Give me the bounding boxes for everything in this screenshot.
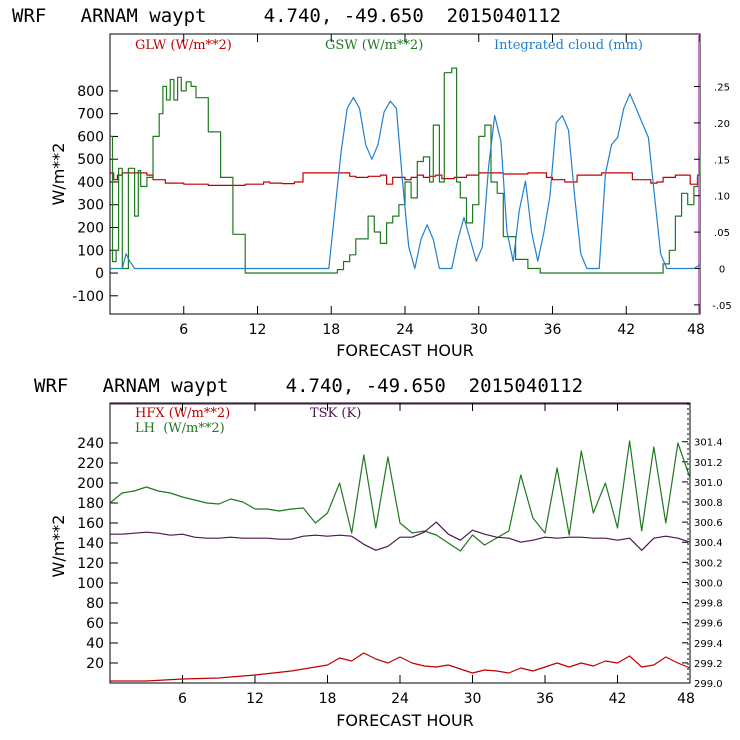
right-tick-label: 301.2 — [694, 458, 723, 469]
y-tick-label: 200 — [77, 476, 104, 492]
series-line-tsk — [110, 521, 691, 551]
x-tick-label: 48 — [677, 691, 695, 707]
y-tick-label: 600 — [77, 129, 104, 145]
right-tick-label: 299.6 — [694, 619, 723, 630]
x-tick-label: 12 — [249, 322, 267, 338]
y-tick-label: 0 — [95, 266, 104, 282]
x-tick-label: 42 — [617, 322, 635, 338]
legend-hfx: HFX (W/m**2) — [135, 406, 230, 421]
x-tick-label: 48 — [687, 322, 705, 338]
y-tick-label: 80 — [86, 596, 104, 612]
x-tick-label: 36 — [536, 691, 554, 707]
chart-title: WRF ARNAM waypt 4.740, -49.650 201504011… — [34, 375, 583, 397]
plot-frame — [109, 33, 701, 315]
axis-ticks: 6 12 18 24 30 36 42 48 -100 0 100 200 300 400 500 600 70… — [72, 34, 732, 338]
y-tick-label: 300 — [77, 198, 104, 214]
right-tick-label: -.05 — [712, 301, 732, 312]
y-tick-label: 220 — [77, 456, 104, 472]
right-tick-label: .15 — [714, 155, 730, 166]
x-tick-label: 6 — [178, 691, 187, 707]
right-tick-label: 299.4 — [694, 639, 723, 650]
series-line-integrated — [110, 93, 701, 270]
chart-panel-radiation: WRF ARNAM waypt 4.740, -49.650 201504011… — [12, 5, 732, 360]
right-tick-label: 300.4 — [694, 538, 723, 549]
y-axis-label: W/m**2 — [49, 515, 68, 578]
y-tick-label: 100 — [77, 243, 104, 259]
right-tick-label: 299.0 — [694, 679, 723, 690]
y-tick-label: -100 — [72, 289, 104, 305]
right-tick-label: 301.0 — [694, 478, 723, 489]
chart-title: WRF ARNAM waypt 4.740, -49.650 201504011… — [12, 5, 561, 27]
y-tick-label: 200 — [77, 220, 104, 236]
right-tick-label: 299.2 — [694, 659, 723, 670]
legend-tsk: TSK (K) — [310, 406, 361, 421]
legend-lh: LH (W/m**2) — [135, 421, 225, 436]
y-tick-label: 140 — [77, 536, 104, 552]
right-tick-label: 300.8 — [694, 498, 723, 509]
series-layer — [110, 67, 701, 274]
y-tick-label: 120 — [77, 556, 104, 572]
x-tick-label: 6 — [179, 322, 188, 338]
right-tick-label: 300.0 — [694, 578, 723, 589]
legend-integrated-cloud: Integrated cloud (mm) — [494, 38, 643, 53]
y-tick-label: 60 — [86, 616, 104, 632]
x-tick-label: 30 — [470, 322, 488, 338]
right-tick-label: 301.4 — [694, 438, 723, 449]
series-line-lh — [109, 440, 691, 552]
right-axis-line — [698, 34, 700, 314]
x-tick-label: 30 — [464, 691, 482, 707]
x-tick-label: 18 — [322, 322, 340, 338]
legend-gsw: GSW (W/m**2) — [325, 38, 423, 53]
right-tick-label: 0 — [719, 264, 725, 275]
y-tick-label: 240 — [77, 436, 104, 452]
x-tick-label: 36 — [544, 322, 562, 338]
y-tick-label: 400 — [77, 175, 104, 191]
x-tick-label: 12 — [246, 691, 264, 707]
y-tick-label: 40 — [86, 636, 104, 652]
right-tick-label: .25 — [714, 82, 730, 93]
x-tick-label: 42 — [609, 691, 627, 707]
right-tick-label: 300.6 — [694, 518, 723, 529]
chart-panel-fluxes: WRF ARNAM waypt 4.740, -49.650 201504011… — [34, 375, 723, 730]
legend-glw: GLW (W/m**2) — [135, 38, 232, 53]
y-tick-label: 800 — [77, 84, 104, 100]
axis-ticks: 6 12 18 24 30 36 42 48 20 40 60 80 100 120 140 160 180 20… — [77, 403, 723, 707]
right-tick-label: .10 — [714, 192, 730, 203]
x-axis-label: FORECAST HOUR — [336, 341, 474, 360]
x-tick-label: 24 — [396, 322, 414, 338]
right-tick-label: .05 — [714, 228, 730, 239]
y-tick-label: 160 — [77, 516, 104, 532]
series-line-glw — [110, 172, 699, 186]
series-line-gsw — [110, 67, 701, 274]
y-axis-label: W/m**2 — [49, 143, 68, 206]
series-layer — [109, 440, 691, 682]
y-tick-label: 20 — [86, 656, 104, 672]
y-tick-label: 700 — [77, 107, 104, 123]
right-tick-label: 300.2 — [694, 558, 723, 569]
x-tick-label: 24 — [391, 691, 409, 707]
x-tick-label: 18 — [319, 691, 337, 707]
right-tick-label: 299.8 — [694, 599, 723, 610]
x-axis-label: FORECAST HOUR — [336, 711, 474, 730]
plot-frame — [109, 402, 691, 684]
y-tick-label: 100 — [77, 576, 104, 592]
right-tick-label: .20 — [714, 119, 730, 130]
y-tick-label: 180 — [77, 496, 104, 512]
y-tick-label: 500 — [77, 152, 104, 168]
series-line-hfx — [110, 652, 691, 682]
